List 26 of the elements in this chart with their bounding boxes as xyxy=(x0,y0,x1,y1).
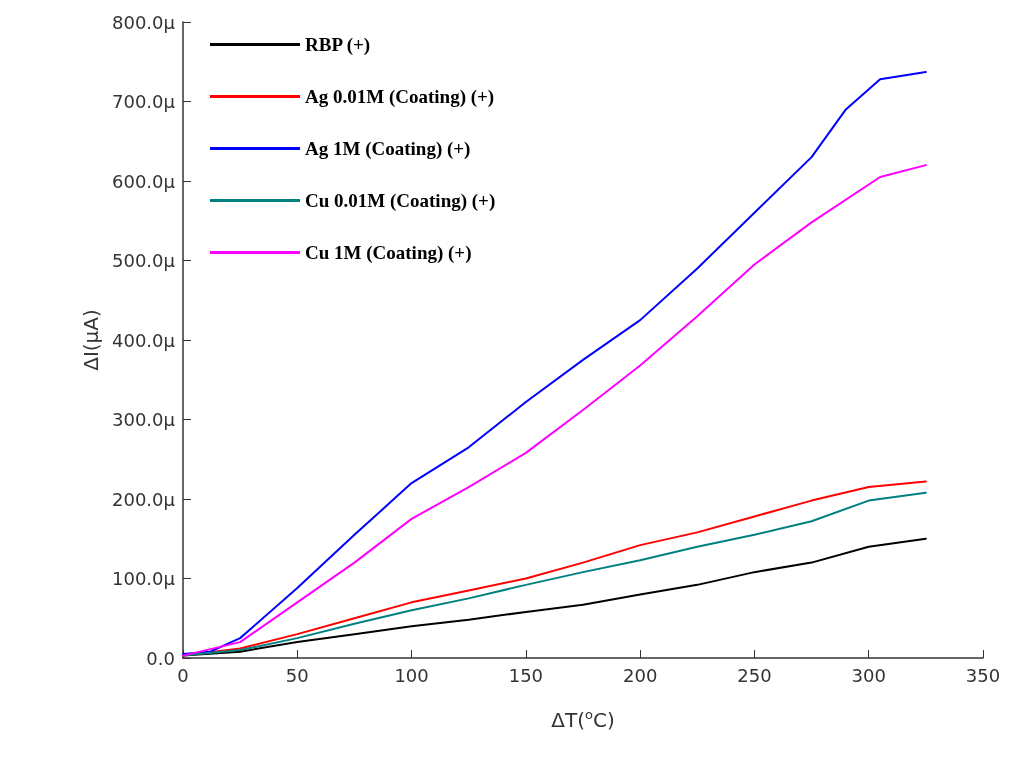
x-tick-label: 150 xyxy=(508,664,544,686)
x-tick-label: 350 xyxy=(965,664,1001,686)
line-series xyxy=(182,164,927,657)
y-tick-label: 200.0μ xyxy=(112,488,176,510)
x-tick-label: 50 xyxy=(285,664,309,686)
legend-label: Ag 0.01M (Coating) (+) xyxy=(305,86,495,108)
y-tick-label: 600.0μ xyxy=(112,170,176,192)
line-series xyxy=(182,71,927,656)
legend-label: Cu 0.01M (Coating) (+) xyxy=(305,190,496,212)
y-tick-label: 500.0μ xyxy=(112,250,176,271)
legend-label: Cu 1M (Coating) (+) xyxy=(305,242,472,264)
x-tick-label: 100 xyxy=(394,664,429,686)
x-tick-label: 300 xyxy=(851,664,886,686)
y-tick-label: 400.0μ xyxy=(112,329,176,351)
y-tick-label: 0.0 xyxy=(146,647,175,669)
legend-label: RBP (+) xyxy=(305,34,371,56)
x-tick-label: 200 xyxy=(622,664,658,686)
legend-label: Ag 1M (Coating) (+) xyxy=(305,138,471,160)
y-tick-label: 300.0μ xyxy=(112,409,176,430)
y-tick-label: 800.0μ xyxy=(112,11,176,33)
y-tick-label: 100.0μ xyxy=(112,568,176,589)
y-axis-title: ΔI(μA) xyxy=(79,309,103,371)
y-tick-label: 700.0μ xyxy=(112,91,176,112)
x-tick-label: 250 xyxy=(737,664,772,686)
x-tick-label: 0 xyxy=(177,664,189,686)
line-series xyxy=(182,537,927,657)
